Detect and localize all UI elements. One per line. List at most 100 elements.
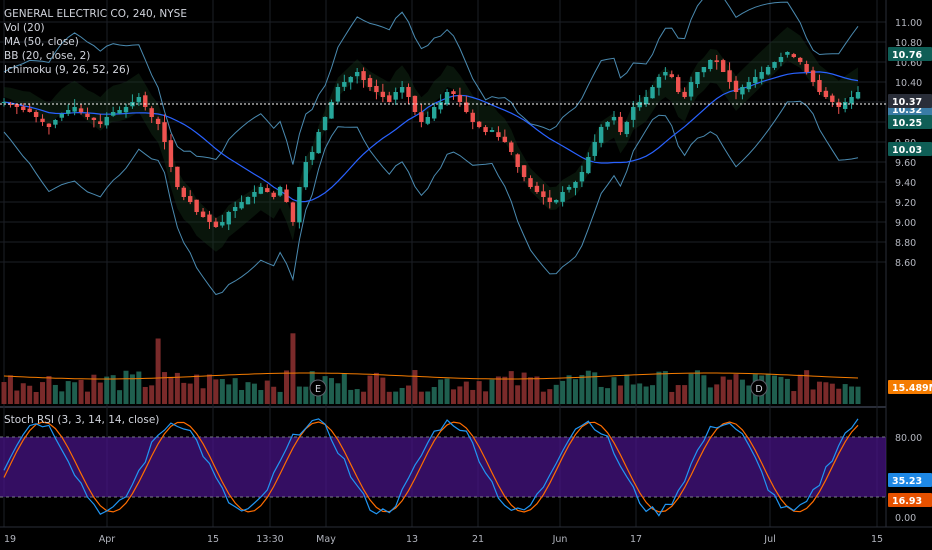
- candle: [798, 56, 803, 65]
- candle: [425, 111, 430, 126]
- svg-text:E: E: [315, 384, 321, 395]
- volume-bar: [810, 389, 816, 404]
- event-marker[interactable]: D: [750, 379, 768, 397]
- volume-bar: [560, 380, 566, 404]
- volume-bar: [457, 386, 463, 404]
- volume-bar: [617, 385, 623, 404]
- volume-bar: [354, 389, 360, 404]
- indicator-ma[interactable]: MA (50, close): [4, 36, 79, 48]
- event-marker[interactable]: E: [309, 379, 327, 397]
- volume-bar: [630, 384, 636, 404]
- candle: [528, 175, 533, 189]
- candle: [239, 195, 244, 210]
- volume-bar: [52, 384, 58, 404]
- volume-bar: [566, 375, 572, 404]
- candle: [650, 85, 655, 99]
- volume-bar: [804, 370, 810, 404]
- volume-bar: [367, 375, 373, 404]
- candle: [59, 112, 64, 122]
- candle: [688, 76, 694, 101]
- volume-bar: [431, 387, 437, 404]
- candle: [772, 61, 777, 70]
- volume-bar: [714, 384, 720, 404]
- volume-bar: [136, 371, 142, 404]
- candle: [342, 74, 347, 92]
- volume-bar: [572, 379, 578, 404]
- time-tick-label: Jun: [552, 534, 568, 545]
- candle: [8, 101, 13, 108]
- price-tick-label: 11.00: [895, 18, 922, 29]
- volume-bar: [592, 372, 598, 404]
- candle: [91, 117, 97, 128]
- volume-bar: [373, 372, 379, 404]
- price-tick-label: 9.40: [895, 178, 916, 189]
- volume-bar: [123, 370, 129, 404]
- candle: [727, 62, 732, 89]
- volume-bar: [194, 374, 200, 404]
- candle: [220, 214, 225, 228]
- time-tick-label: May: [316, 534, 336, 545]
- time-tick-label: Apr: [99, 534, 116, 545]
- candle: [207, 210, 212, 229]
- candle: [110, 106, 116, 117]
- volume-bar: [842, 384, 848, 404]
- stoch-tick-label: 80.00: [895, 433, 922, 444]
- candle: [515, 153, 520, 173]
- price-tick-label: 9.60: [895, 158, 916, 169]
- volume-bar: [823, 382, 829, 404]
- candle: [457, 87, 463, 107]
- volume-bar: [65, 381, 71, 404]
- candle: [579, 165, 585, 188]
- candle: [464, 95, 469, 114]
- volume-bar: [213, 379, 219, 404]
- candle: [329, 99, 334, 119]
- volume-bar: [245, 382, 251, 404]
- volume-bar: [515, 385, 521, 404]
- candle: [714, 54, 719, 70]
- candle: [33, 110, 39, 123]
- candle: [753, 69, 758, 88]
- candle: [778, 52, 784, 67]
- candle: [656, 74, 662, 96]
- volume-bar: [502, 376, 508, 404]
- volume-ma-line: [3, 372, 859, 380]
- candles: [1, 51, 861, 231]
- volume-bar: [849, 386, 855, 404]
- candle: [322, 116, 328, 131]
- volume-bar: [669, 391, 675, 404]
- volume-bar: [682, 385, 688, 404]
- indicator-ichimoku[interactable]: Ichimoku (9, 26, 52, 26): [4, 64, 130, 76]
- candle: [663, 67, 668, 80]
- candle: [541, 184, 546, 205]
- stoch-legend[interactable]: Stoch RSI (3, 3, 14, 14, close): [4, 414, 160, 426]
- candle: [451, 89, 456, 100]
- volume-bar: [765, 373, 771, 404]
- volume-bar: [495, 376, 501, 404]
- candle: [669, 70, 674, 79]
- candle: [66, 104, 71, 116]
- volume-bar: [219, 379, 225, 404]
- volume-bar: [226, 384, 232, 404]
- candle: [624, 120, 630, 138]
- candle: [181, 185, 186, 201]
- volume-bar: [46, 376, 52, 404]
- candle: [765, 65, 771, 76]
- volume-bar: [84, 391, 90, 404]
- price-tags: 10.76 10.32 10.25 10.37 10.03 15.489M: [888, 47, 932, 394]
- candle: [78, 103, 84, 115]
- svg-text:16.93: 16.93: [892, 496, 922, 507]
- volume-bar: [129, 374, 135, 404]
- volume-bar: [836, 388, 842, 404]
- candle: [136, 93, 142, 106]
- indicator-vol[interactable]: Vol (20): [4, 22, 45, 34]
- price-tick-label: 9.20: [895, 198, 916, 209]
- symbol-title[interactable]: GENERAL ELECTRIC CO, 240, NYSE: [4, 8, 187, 20]
- stoch-tag: 16.93: [888, 493, 932, 507]
- volume-bar: [239, 389, 245, 404]
- indicator-bb[interactable]: BB (20, close, 2): [4, 50, 91, 62]
- candle: [547, 190, 552, 209]
- candle: [676, 74, 681, 94]
- candle: [733, 76, 739, 100]
- candle: [271, 190, 276, 200]
